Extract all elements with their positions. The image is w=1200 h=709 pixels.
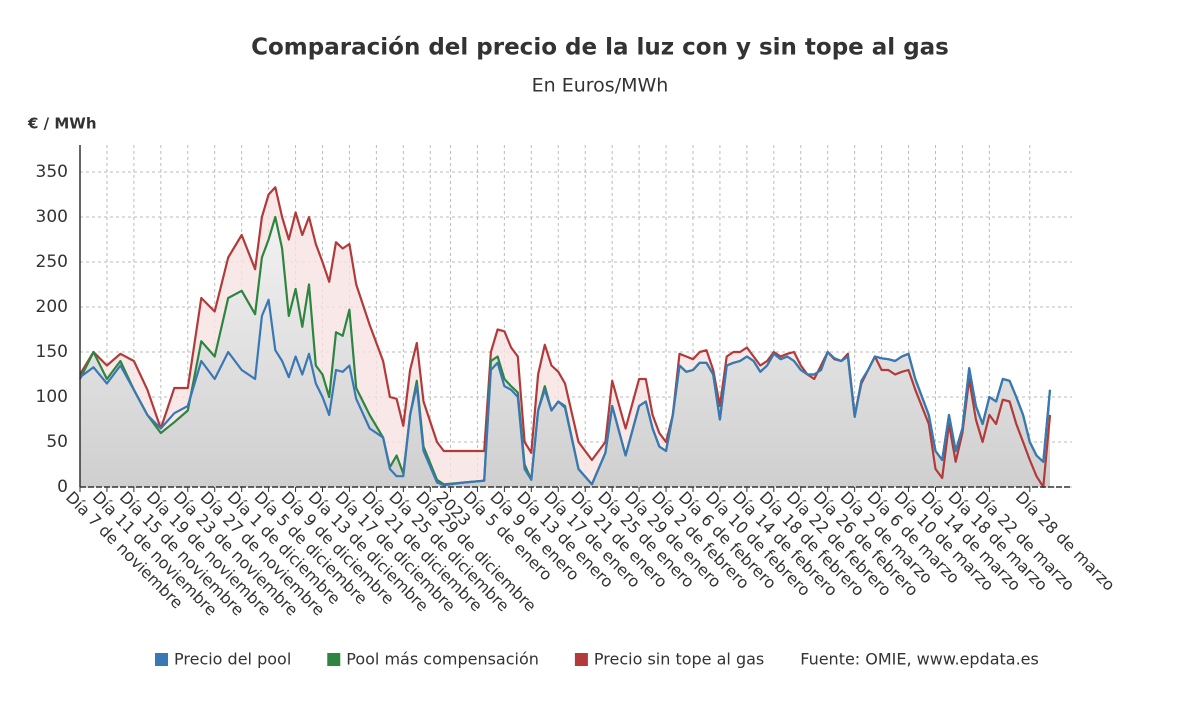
series-line xyxy=(79,186,1052,489)
y-tick-label: 200 xyxy=(36,297,68,317)
legend-swatch xyxy=(574,653,588,666)
legend-label: Precio del pool xyxy=(174,650,291,669)
y-tick-label: 150 xyxy=(36,342,68,362)
source: Fuente: OMIE, www.epdata.es xyxy=(800,650,1039,669)
y-tick-label: 0 xyxy=(57,477,68,497)
area-green xyxy=(80,217,1050,487)
legend-label: Pool más compensación xyxy=(346,650,539,669)
plot-area xyxy=(79,186,1052,489)
y-tick-label: 350 xyxy=(36,162,68,182)
y-tick-label: 50 xyxy=(46,432,68,452)
chart-subtitle: En Euros/MWh xyxy=(532,75,669,97)
legend-swatch xyxy=(327,653,341,666)
legend-label: Precio sin tope al gas xyxy=(594,650,764,669)
y-axis-label: € / MWh xyxy=(27,115,97,133)
chart-title: Comparación del precio de la luz con y s… xyxy=(251,35,949,61)
legend: Precio del pool Pool más compensación Prec… xyxy=(155,650,1039,669)
legend-swatch xyxy=(155,653,168,666)
series-line xyxy=(79,298,1052,487)
y-tick-label: 250 xyxy=(36,252,68,272)
y-tick-label: 300 xyxy=(36,207,68,227)
y-tick-label: 100 xyxy=(36,387,68,407)
